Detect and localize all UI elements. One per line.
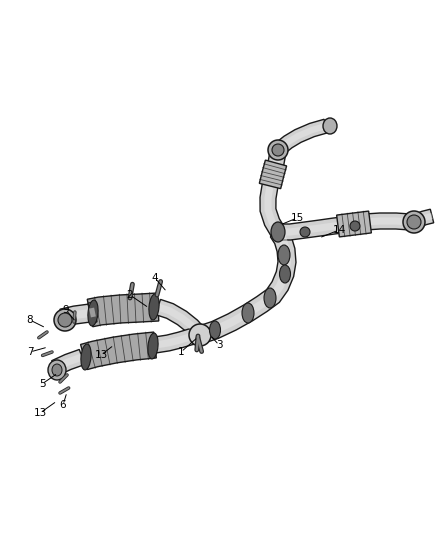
Ellipse shape: [189, 324, 211, 346]
Ellipse shape: [264, 288, 276, 308]
Polygon shape: [337, 211, 371, 237]
Polygon shape: [411, 209, 434, 229]
Polygon shape: [278, 217, 410, 236]
Text: 5: 5: [39, 379, 45, 389]
Text: 6: 6: [60, 400, 66, 410]
Ellipse shape: [323, 118, 337, 134]
Polygon shape: [154, 327, 201, 353]
Ellipse shape: [81, 344, 91, 370]
Ellipse shape: [242, 303, 254, 323]
Polygon shape: [155, 300, 206, 340]
Ellipse shape: [350, 221, 360, 231]
Polygon shape: [61, 309, 91, 322]
Ellipse shape: [279, 265, 290, 283]
Polygon shape: [53, 353, 83, 372]
Ellipse shape: [52, 364, 62, 376]
Ellipse shape: [268, 140, 288, 160]
Ellipse shape: [54, 309, 76, 331]
Text: 15: 15: [290, 213, 304, 223]
Polygon shape: [276, 123, 327, 152]
Ellipse shape: [403, 211, 425, 233]
Polygon shape: [260, 150, 286, 236]
Ellipse shape: [48, 360, 66, 380]
Text: 1: 1: [178, 347, 184, 357]
Text: 8: 8: [27, 315, 33, 325]
Ellipse shape: [209, 321, 220, 339]
Ellipse shape: [148, 333, 158, 359]
Polygon shape: [52, 350, 85, 375]
Ellipse shape: [88, 300, 98, 326]
Polygon shape: [157, 304, 203, 337]
Polygon shape: [88, 302, 97, 323]
Ellipse shape: [278, 245, 290, 265]
Polygon shape: [274, 119, 328, 156]
Text: 3: 3: [215, 340, 223, 350]
Polygon shape: [259, 160, 286, 189]
Ellipse shape: [271, 222, 285, 242]
Text: 13: 13: [33, 408, 46, 418]
Text: 7: 7: [27, 347, 33, 357]
Text: 2: 2: [127, 290, 133, 300]
Polygon shape: [199, 230, 291, 339]
Polygon shape: [81, 332, 156, 369]
Text: 4: 4: [152, 273, 158, 283]
Polygon shape: [278, 213, 410, 240]
Polygon shape: [89, 308, 96, 318]
Text: 9: 9: [63, 305, 69, 315]
Polygon shape: [60, 304, 91, 327]
Ellipse shape: [149, 294, 159, 320]
Polygon shape: [413, 213, 433, 225]
Text: 14: 14: [332, 225, 346, 235]
Polygon shape: [155, 332, 201, 349]
Text: 13: 13: [94, 350, 108, 360]
Polygon shape: [87, 293, 159, 327]
Ellipse shape: [407, 215, 421, 229]
Ellipse shape: [272, 144, 284, 156]
Polygon shape: [197, 227, 296, 344]
Polygon shape: [265, 151, 282, 234]
Ellipse shape: [58, 313, 72, 327]
Ellipse shape: [300, 227, 310, 237]
